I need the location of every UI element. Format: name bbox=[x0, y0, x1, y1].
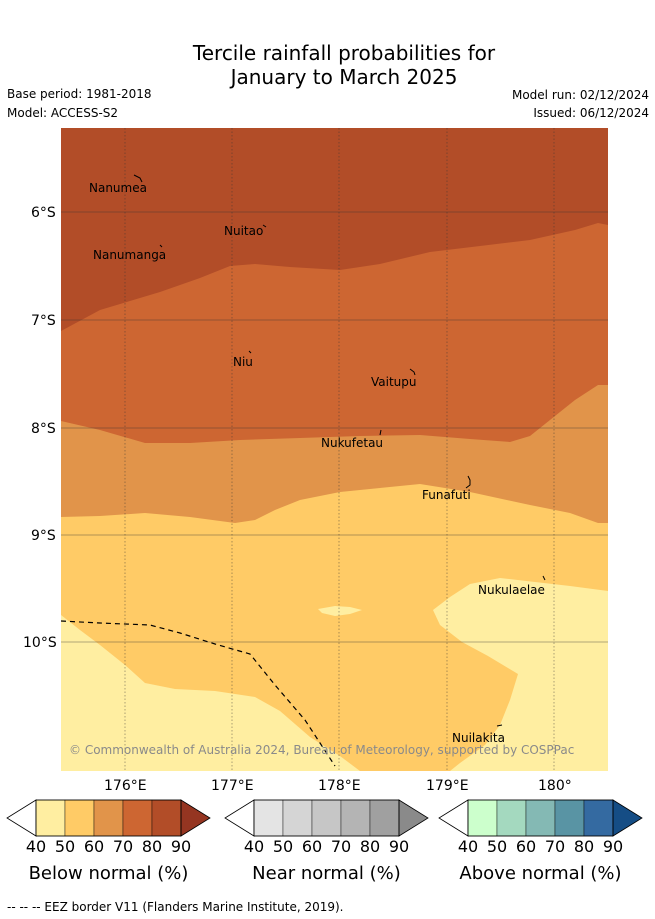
colorbar-tick-label: 40 bbox=[243, 837, 265, 856]
lon-label-176e: 176°E bbox=[104, 778, 147, 794]
lon-label-179e: 179°E bbox=[426, 778, 469, 794]
map-title-line1: Tercile rainfall probabilities for bbox=[192, 41, 496, 65]
place-label-nanumanga: Nanumanga bbox=[93, 248, 167, 262]
island-nanumanga bbox=[159, 244, 163, 248]
colorbar-tick-label: 80 bbox=[359, 837, 381, 856]
island-nuilakita bbox=[496, 724, 503, 727]
colorbar-tick-label: 60 bbox=[515, 837, 537, 856]
colorbar-label-above-normal: Above normal (%) bbox=[459, 863, 622, 884]
island-nukufetau bbox=[379, 429, 382, 436]
lat-label-10s: 10°S bbox=[23, 635, 57, 651]
colorbar-tick-label: 40 bbox=[25, 837, 47, 856]
band-below-50-east bbox=[433, 578, 608, 771]
longitude-gridlines bbox=[124, 128, 555, 771]
base-period: Base period: 1981-2018 bbox=[7, 87, 152, 101]
place-label-nuitao: Nuitao bbox=[224, 224, 264, 238]
colorbar-label-near-normal: Near normal (%) bbox=[252, 863, 401, 884]
lat-label-7s: 7°S bbox=[31, 313, 56, 329]
colorbar-tick-label: 70 bbox=[544, 837, 566, 856]
colorbar-tick-label: 50 bbox=[486, 837, 508, 856]
model-name: Model: ACCESS-S2 bbox=[7, 106, 119, 120]
island-nanumea bbox=[133, 174, 143, 183]
colorbar-tick-label: 90 bbox=[170, 837, 192, 856]
eez-border bbox=[61, 620, 336, 767]
issued-date: Issued: 06/12/2024 bbox=[533, 106, 649, 120]
lat-label-6s: 6°S bbox=[31, 205, 56, 221]
colorbar-tick-label: 80 bbox=[141, 837, 163, 856]
colorbar-tick-label: 70 bbox=[330, 837, 352, 856]
colorbar-tick-label: 60 bbox=[83, 837, 105, 856]
lon-label-177e: 177°E bbox=[211, 778, 254, 794]
band-below-50-patch bbox=[318, 606, 362, 616]
model-run-date: Model run: 02/12/2024 bbox=[511, 88, 649, 102]
place-label-funafuti: Funafuti bbox=[422, 488, 471, 502]
latitude-gridlines bbox=[61, 211, 608, 643]
island-nuitao bbox=[262, 224, 267, 228]
island-outlines bbox=[133, 174, 546, 727]
copyright-credit: © Commonwealth of Australia 2024, Bureau… bbox=[69, 743, 575, 757]
colorbar-tick-label: 40 bbox=[457, 837, 479, 856]
place-label-niu: Niu bbox=[233, 355, 253, 369]
colorbar-tick-label: 60 bbox=[301, 837, 323, 856]
band-below-50-west bbox=[61, 615, 360, 771]
lon-label-180: 180° bbox=[538, 778, 572, 794]
place-label-vaitupu: Vaitupu bbox=[371, 375, 417, 389]
island-niu bbox=[248, 350, 252, 354]
island-funafuti bbox=[465, 475, 471, 489]
lat-label-8s: 8°S bbox=[31, 421, 56, 437]
colorbar-tick-label: 50 bbox=[272, 837, 294, 856]
place-label-nuilakita: Nuilakita bbox=[452, 731, 505, 745]
colorbar-tick-label: 50 bbox=[54, 837, 76, 856]
place-label-nukulaelae: Nukulaelae bbox=[478, 583, 545, 597]
eez-border-legend: -- -- -- EEZ border V11 (Flanders Marine… bbox=[7, 900, 344, 914]
colorbar-tick-label: 90 bbox=[602, 837, 624, 856]
island-nukulaelae bbox=[542, 575, 546, 581]
place-label-nanumea: Nanumea bbox=[89, 181, 147, 195]
colorbar-tick-label: 70 bbox=[112, 837, 134, 856]
colorbar-tick-label: 90 bbox=[388, 837, 410, 856]
colorbar-label-below-normal: Below normal (%) bbox=[28, 863, 189, 884]
island-vaitupu bbox=[409, 368, 416, 376]
colorbar-tick-label: 80 bbox=[573, 837, 595, 856]
map-title-line2: January to March 2025 bbox=[230, 65, 458, 89]
lon-label-178e: 178°E bbox=[318, 778, 361, 794]
place-label-nukufetau: Nukufetau bbox=[321, 436, 384, 450]
lat-label-9s: 9°S bbox=[31, 528, 56, 544]
